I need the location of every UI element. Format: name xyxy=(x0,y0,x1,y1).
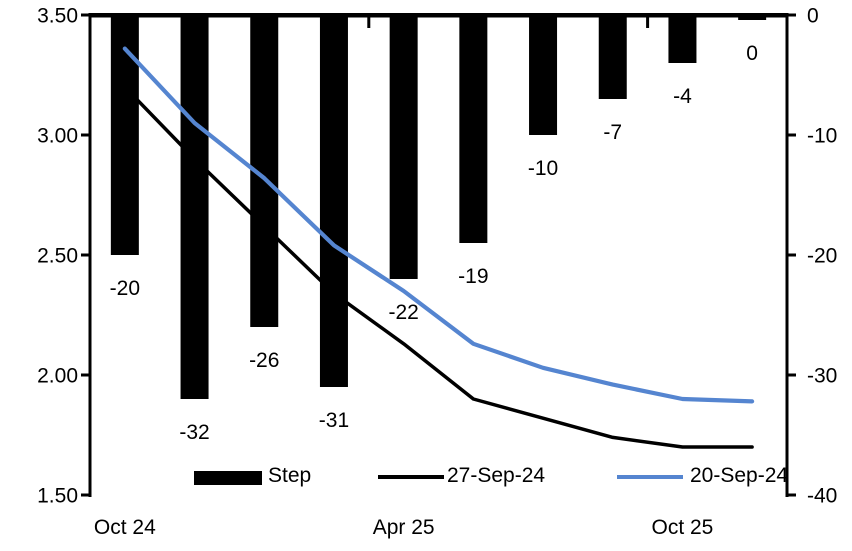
right-axis-tick xyxy=(787,133,796,137)
step-bar xyxy=(389,15,418,279)
left-axis-tick-label: 3.00 xyxy=(37,125,78,148)
step-bar-data-label: -20 xyxy=(110,277,140,300)
left-axis-tick-label: 2.00 xyxy=(37,365,78,388)
right-axis-tick xyxy=(787,253,796,257)
legend-label-step: Step xyxy=(268,464,312,487)
step-bar xyxy=(319,15,348,387)
left-axis-tick-label: 2.50 xyxy=(37,245,78,268)
step-bar-data-label: -4 xyxy=(673,85,692,108)
x-axis-label-apr25: Apr 25 xyxy=(372,516,435,539)
step-bar-data-label: -7 xyxy=(603,121,622,144)
right-axis-tick-label: -20 xyxy=(807,245,837,268)
right-axis-tick-label: -10 xyxy=(807,125,837,148)
right-axis-tick-label: -30 xyxy=(807,365,837,388)
left-axis-tick xyxy=(81,373,90,377)
left-axis-tick-label: 1.50 xyxy=(37,485,78,508)
left-axis-tick-label: 3.50 xyxy=(37,5,78,28)
step-bar xyxy=(668,15,697,63)
step-bar-data-label: 0 xyxy=(746,42,758,65)
step-bar-data-label: -22 xyxy=(388,301,418,324)
line-27-Sep-24 xyxy=(123,85,754,449)
step-bar xyxy=(180,15,209,399)
step-bar xyxy=(529,15,558,135)
step-bar xyxy=(459,15,488,243)
x-axis-label-oct24: Oct 24 xyxy=(93,516,156,539)
right-axis-tick-label: 0 xyxy=(807,5,819,28)
legend-label-27sep: 27-Sep-24 xyxy=(447,464,546,487)
step-bar-data-label: -26 xyxy=(249,349,279,372)
right-axis-tick xyxy=(787,493,796,497)
x-axis-boundary-tick xyxy=(646,15,650,28)
right-axis-tick xyxy=(787,373,796,377)
left-axis-tick xyxy=(81,13,90,17)
left-axis-tick xyxy=(81,133,90,137)
x-axis-line xyxy=(88,13,789,18)
step-bar xyxy=(110,15,139,255)
left-axis-tick xyxy=(81,493,90,497)
legend-label-20sep: 20-Sep-24 xyxy=(690,464,789,487)
legend-line-swatch-27sep xyxy=(378,475,444,479)
step-bar xyxy=(738,15,767,20)
step-bar-data-label: -19 xyxy=(458,265,488,288)
left-axis-tick xyxy=(81,253,90,257)
legend-line-swatch-20sep xyxy=(617,475,683,479)
legend-bar-swatch-step xyxy=(194,471,262,485)
step-bar-data-label: -10 xyxy=(528,157,558,180)
step-bar-data-label: -31 xyxy=(319,409,349,432)
x-axis-boundary-tick xyxy=(367,15,371,28)
step-bar xyxy=(598,15,627,99)
x-axis-label-oct25: Oct 25 xyxy=(651,516,714,539)
right-axis-tick xyxy=(787,13,796,17)
step-bar-data-label: -32 xyxy=(179,421,209,444)
line-20-Sep-24 xyxy=(122,46,755,404)
right-axis-tick-label: -40 xyxy=(807,485,837,508)
